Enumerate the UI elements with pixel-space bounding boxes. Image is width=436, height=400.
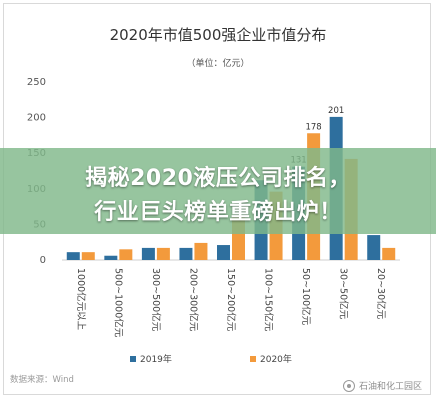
bar-2019 [104,255,118,260]
category-label: 150~200亿元 [225,268,237,332]
bar-2019 [367,235,381,260]
bar-2020 [156,247,170,260]
chart-title: 2020年市值500强企业市值分布 [110,26,327,44]
category-label: 300~500亿元 [150,268,162,332]
data-label: 178 [305,122,321,132]
category-label: 50~100亿元 [300,268,312,326]
y-tick-label: 0 [40,255,46,266]
chart-subtitle: （单位：亿元） [186,57,249,69]
legend: 2019年 2020年 [130,353,292,365]
legend-label-2019: 2019年 [140,353,172,365]
category-label: 1000亿元以上 [75,268,87,331]
data-label: 201 [328,106,344,116]
bar-2020 [194,242,208,260]
bar-2019 [141,247,155,260]
headline-banner: 揭秘2020液压公司排名， 行业巨头榜单重磅出炉！ [0,148,436,234]
headline-line-1: 揭秘2020液压公司排名， [85,166,351,191]
bar-2019 [179,247,193,260]
bar-2019 [66,252,80,260]
bar-2020 [119,249,133,260]
category-label: 100~150亿元 [263,268,275,332]
category-label: 20~30亿元 [375,268,387,320]
bar-2020 [382,247,396,260]
wechat-account-icon [342,379,355,392]
data-source-note: 数据来源：Wind [10,374,74,385]
category-labels: 1000亿元以上 500~1000亿元 300~500亿元 200~300亿元 150~… [75,268,387,338]
y-tick-label: 200 [27,113,46,124]
watermark-text: 石油和化工园区 [358,382,422,392]
y-tick-label: 250 [27,77,46,88]
legend-swatch-2020 [250,356,256,362]
bar-2019 [217,245,230,260]
legend-label-2020: 2020年 [260,353,292,365]
category-label: 500~1000亿元 [112,268,124,338]
headline-line-2: 行业巨头榜单重磅出炉！ [94,200,342,225]
legend-swatch-2019 [130,356,136,362]
category-label: 200~300亿元 [187,268,199,332]
category-label: 30~50亿元 [338,268,350,320]
bar-2020 [81,252,95,260]
watermark: 石油和化工园区 [342,379,422,392]
